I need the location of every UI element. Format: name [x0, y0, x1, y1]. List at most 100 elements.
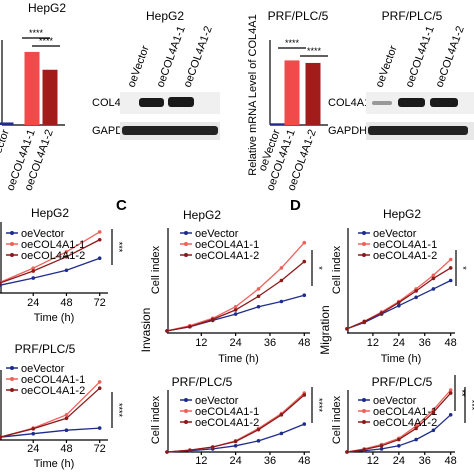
point	[0, 281, 2, 285]
point	[233, 444, 238, 448]
chart-title: HepG2	[383, 207, 421, 221]
point	[233, 312, 238, 316]
point	[31, 266, 36, 270]
legend-marker	[362, 253, 366, 257]
point	[165, 329, 169, 333]
x-axis-label: Time (h)	[218, 353, 259, 365]
side-label: Migration	[318, 305, 332, 354]
point	[97, 230, 102, 234]
x-tick-label: 24	[27, 297, 39, 309]
point	[362, 319, 367, 324]
point	[233, 439, 238, 444]
x-tick-label: 12	[195, 455, 207, 467]
series-line	[0, 427, 100, 438]
x-tick-label: 24	[393, 337, 405, 349]
x-tick-label: 24	[393, 455, 405, 467]
point	[64, 250, 69, 254]
series-line	[0, 257, 100, 286]
legend-marker	[184, 231, 188, 235]
blot-title: HepG2	[146, 9, 184, 23]
point	[256, 287, 261, 291]
point	[165, 450, 169, 454]
point	[210, 317, 215, 322]
point	[379, 444, 384, 448]
y-axis-label: Cell index	[331, 245, 343, 294]
legend-marker	[184, 242, 188, 246]
panel-label: C	[116, 197, 127, 214]
y-axis-label: Cell index	[150, 245, 162, 294]
point	[414, 426, 418, 431]
x-tick-label: 48	[60, 443, 72, 455]
legend-label: oeCOL4A1-1	[195, 239, 259, 251]
point	[64, 416, 69, 421]
point	[64, 268, 69, 273]
chart-title: PRF/PLC/5	[372, 375, 433, 389]
legend-label: oeCOL4A1-2	[373, 250, 437, 262]
legend-label: oeCOL4A1-2	[21, 385, 85, 397]
band	[139, 98, 164, 107]
legend-marker	[362, 242, 366, 246]
x-axis-label: Time (h)	[34, 312, 75, 324]
series-line	[166, 261, 305, 332]
x-tick-label: 36	[419, 337, 431, 349]
legend-marker	[10, 253, 14, 257]
point	[448, 413, 453, 417]
legend-label: oeCOL4A1-1	[195, 406, 259, 418]
chart-title: HepG2	[31, 206, 69, 220]
legend-label: oeVector	[21, 228, 65, 240]
legend-marker	[362, 231, 366, 235]
x-tick-label: 36	[264, 455, 276, 467]
point	[431, 410, 436, 415]
point	[397, 444, 401, 448]
point	[414, 437, 418, 442]
x-tick-label: 72	[94, 443, 106, 455]
point	[31, 431, 36, 436]
x-tick-label: 24	[230, 337, 242, 349]
x-tick-label: 12	[195, 337, 207, 349]
bar	[0, 122, 14, 125]
x-tick-label: 48	[445, 337, 457, 349]
chart-title: HepG2	[183, 208, 221, 222]
significance: ****	[114, 403, 124, 418]
legend-label: oeCOL4A1-2	[195, 417, 259, 429]
point	[431, 273, 436, 278]
point	[188, 448, 192, 452]
bar	[305, 62, 321, 125]
x-tick-label: 48	[298, 455, 310, 467]
point	[448, 257, 453, 262]
band	[372, 101, 392, 105]
point	[0, 435, 2, 439]
series-line	[346, 267, 452, 330]
point	[210, 445, 215, 449]
point	[302, 422, 307, 426]
point	[256, 304, 261, 309]
lane-label: oeVector	[374, 44, 400, 89]
row-label: COL4A1	[328, 97, 370, 109]
point	[345, 450, 349, 454]
legend-marker	[184, 398, 188, 402]
significance: *	[314, 266, 324, 270]
legend-label: oeVector	[195, 228, 239, 240]
point	[431, 287, 436, 291]
legend-marker	[362, 420, 366, 424]
x-tick-label: oeVector	[0, 128, 12, 173]
point	[397, 300, 401, 305]
point	[379, 447, 384, 451]
legend-label: oeCOL4A1-1	[373, 239, 437, 251]
bar	[42, 69, 58, 125]
point	[31, 269, 36, 273]
point	[97, 386, 102, 391]
legend-marker	[184, 409, 188, 413]
point	[279, 266, 284, 270]
y-axis-label: Cell index	[331, 395, 343, 444]
lane-label: oeCOL4A1-2	[182, 25, 215, 89]
significance: ***	[114, 242, 124, 253]
lane-label: oeCOL4A1-2	[434, 25, 467, 89]
legend-label: oeCOL4A1-2	[195, 250, 259, 262]
significance: ****	[39, 36, 54, 46]
series-line	[346, 259, 452, 330]
point	[31, 276, 36, 280]
x-axis-label: Time (h)	[381, 353, 422, 365]
y-axis-label: Cell index	[150, 395, 162, 444]
point	[397, 303, 401, 308]
